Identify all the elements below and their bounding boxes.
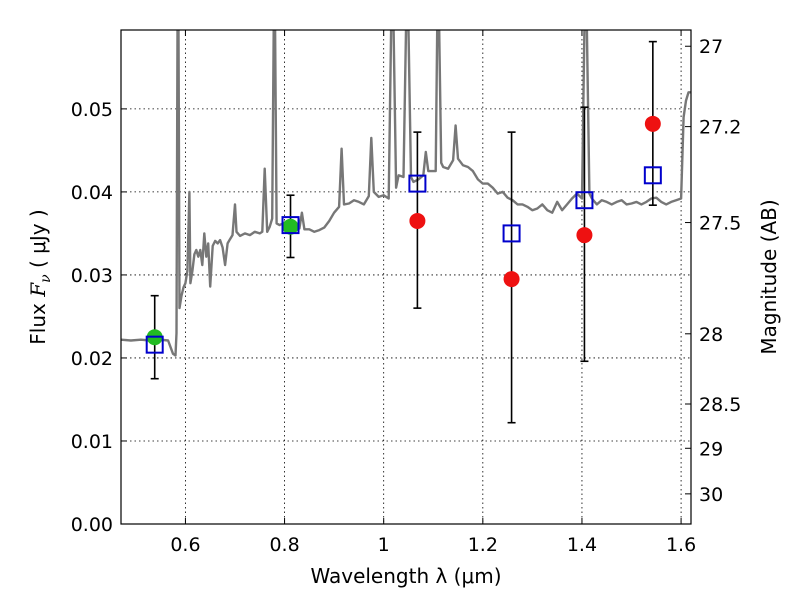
red-circle-marker	[576, 227, 593, 244]
magnitude-tick-label: 29	[699, 438, 723, 460]
y-tick-label: 0.00	[71, 514, 113, 536]
x-tick-label: 0.8	[269, 534, 299, 556]
x-tick-label: 1.6	[666, 534, 696, 556]
y-tick-label: 0.01	[71, 431, 113, 453]
data-markers	[145, 115, 662, 354]
model-square-marker	[145, 335, 164, 354]
model-square-marker	[643, 166, 662, 185]
x-tick-label: 1	[378, 534, 390, 556]
green-circle-marker	[282, 218, 299, 235]
y-tick-label: 0.04	[71, 182, 113, 204]
x-tick-label: 1.2	[468, 534, 498, 556]
y-axis-ticks: 0.00 0.01 0.02 0.03 0.04 0.05	[71, 99, 127, 536]
magnitude-tick-label: 28	[699, 324, 723, 346]
model-square-marker	[575, 191, 594, 210]
magnitude-axis-ticks: 27 27.2 27.5 28 28.5 29 30	[685, 36, 741, 506]
magnitude-axis-title: Magnitude (AB)	[757, 199, 781, 354]
model-square-marker	[408, 174, 427, 193]
x-tick-label: 1.4	[567, 534, 597, 556]
y-axis-title-symbol: F	[26, 282, 50, 298]
magnitude-tick-label: 28.5	[699, 394, 741, 416]
magnitude-tick-label: 27	[699, 36, 723, 58]
y-tick-label: 0.03	[71, 265, 113, 287]
y-axis-title-unit: ( μJy )	[26, 209, 50, 274]
grid-lines	[121, 30, 691, 524]
plot-frame	[120, 29, 692, 525]
magnitude-tick-label: 27.5	[699, 213, 741, 235]
spectrum-line	[121, 30, 691, 357]
y-tick-label: 0.05	[71, 99, 113, 121]
y-tick-label: 0.02	[71, 348, 113, 370]
y-axis-title: Flux Fν ( μJy )	[26, 209, 54, 344]
magnitude-tick-label: 30	[699, 484, 723, 506]
y-axis-title-text: Flux	[26, 297, 50, 345]
model-square-marker	[281, 216, 300, 235]
x-axis-ticks: 0.6 0.8 1 1.2 1.4 1.6	[170, 30, 696, 556]
spectrum-series	[121, 30, 691, 357]
model-square-marker	[502, 224, 521, 243]
red-circle-marker	[503, 271, 520, 288]
red-circle-marker	[644, 115, 661, 132]
red-circle-marker	[409, 212, 426, 229]
y-axis-title-subscript: ν	[38, 274, 54, 283]
x-axis-title: Wavelength λ (μm)	[310, 564, 501, 588]
magnitude-tick-label: 27.2	[699, 117, 741, 139]
x-tick-label: 0.6	[170, 534, 200, 556]
